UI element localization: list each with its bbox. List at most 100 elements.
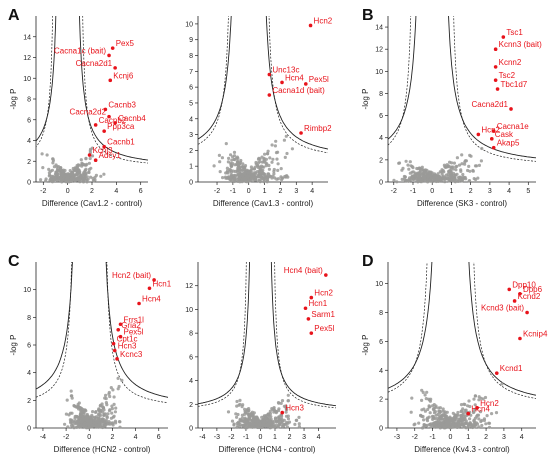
background-point: [40, 152, 44, 156]
hit-label: Kcnn3 (bait): [499, 40, 542, 49]
significance-curves: [388, 262, 536, 399]
threshold-curve-dashed: [106, 262, 168, 404]
x-tick-label: 0: [247, 188, 251, 195]
background-point: [237, 169, 241, 173]
background-point: [266, 149, 270, 153]
background-point: [87, 419, 91, 423]
background-point: [240, 405, 244, 409]
background-point: [56, 178, 60, 182]
background-point: [410, 396, 414, 400]
background-point: [102, 421, 106, 425]
background-point: [434, 420, 438, 424]
background-point: [459, 168, 463, 172]
x-tick-label: 4: [134, 434, 138, 441]
background-point: [284, 414, 289, 418]
x-tick-label: -4: [199, 434, 205, 441]
background-point: [245, 408, 249, 412]
x-tick-label: 3: [302, 434, 306, 441]
panel-letter: D: [362, 253, 374, 270]
background-point: [261, 423, 265, 427]
background-point: [88, 156, 92, 161]
background-point: [428, 411, 432, 415]
background-point: [98, 403, 103, 407]
background-point: [54, 170, 58, 174]
background-point: [427, 397, 431, 401]
background-point: [112, 414, 116, 418]
background-point: [77, 401, 81, 405]
background-point: [103, 396, 107, 400]
y-tick-label: 14: [23, 34, 31, 41]
background-point: [273, 176, 277, 180]
significance-curves: [36, 16, 148, 164]
background-point: [444, 173, 448, 177]
background-point: [235, 155, 239, 159]
x-tick-label: 6: [157, 434, 161, 441]
threshold-curve-solid: [79, 16, 148, 161]
background-point: [453, 173, 457, 177]
background-point: [243, 164, 248, 168]
background-point: [237, 179, 241, 183]
background-point: [285, 425, 289, 429]
x-tick-label: 6: [139, 188, 143, 195]
background-point: [271, 421, 275, 425]
hit-label: Hcn1: [308, 299, 327, 308]
background-point: [258, 423, 262, 427]
background-point: [94, 410, 98, 414]
background-point: [218, 160, 222, 164]
background-point: [97, 416, 101, 420]
background-point: [469, 423, 473, 427]
hit-label: Ppp3ca: [107, 122, 135, 131]
background-point: [284, 134, 288, 138]
background-point: [275, 157, 279, 161]
background-point: [408, 160, 412, 164]
background-point: [435, 416, 439, 421]
background-point: [63, 422, 67, 426]
background-point: [254, 176, 258, 180]
background-point: [243, 411, 248, 415]
background-point: [85, 422, 89, 426]
background-point: [267, 163, 271, 168]
background-point: [45, 153, 49, 157]
background-point: [252, 167, 257, 171]
hit-label: Frrs1l: [124, 315, 145, 324]
hit-label: Hcn2: [480, 399, 499, 408]
background-point: [80, 412, 84, 416]
background-point: [400, 168, 404, 172]
background-point: [254, 160, 258, 165]
background-point: [425, 419, 430, 423]
background-point: [41, 166, 45, 170]
y-tick-label: 6: [379, 339, 383, 346]
background-point: [93, 416, 97, 420]
background-point: [438, 411, 442, 415]
hit-point: [280, 410, 285, 415]
background-point: [67, 413, 71, 417]
background-point: [271, 157, 275, 161]
background-point: [267, 417, 271, 421]
threshold-curve-dashed: [268, 16, 328, 154]
background-point: [427, 404, 431, 408]
hit-point: [115, 357, 119, 361]
background-point: [462, 176, 466, 180]
hit-label: Cacnb2: [99, 116, 127, 125]
background-point: [443, 414, 447, 418]
background-point: [473, 403, 477, 407]
hit-label: Cacna2d1: [472, 100, 509, 109]
hit-label: Unc13c: [272, 65, 299, 74]
background-point: [443, 410, 447, 414]
threshold-curve-solid: [105, 262, 168, 398]
x-tick-label: -1: [429, 434, 435, 441]
hit-label: Cacna1c (bait): [54, 46, 106, 55]
background-point: [108, 394, 112, 399]
background-points: [392, 146, 484, 184]
threshold-curve-dashed: [36, 262, 72, 398]
background-point: [412, 423, 416, 427]
y-tick-label: 5: [189, 100, 193, 107]
y-tick-label: 12: [375, 47, 383, 54]
background-point: [477, 395, 481, 399]
background-point: [105, 403, 109, 407]
hit-point: [512, 299, 517, 303]
background-point: [77, 168, 81, 173]
background-point: [237, 166, 241, 170]
background-point: [277, 407, 281, 411]
